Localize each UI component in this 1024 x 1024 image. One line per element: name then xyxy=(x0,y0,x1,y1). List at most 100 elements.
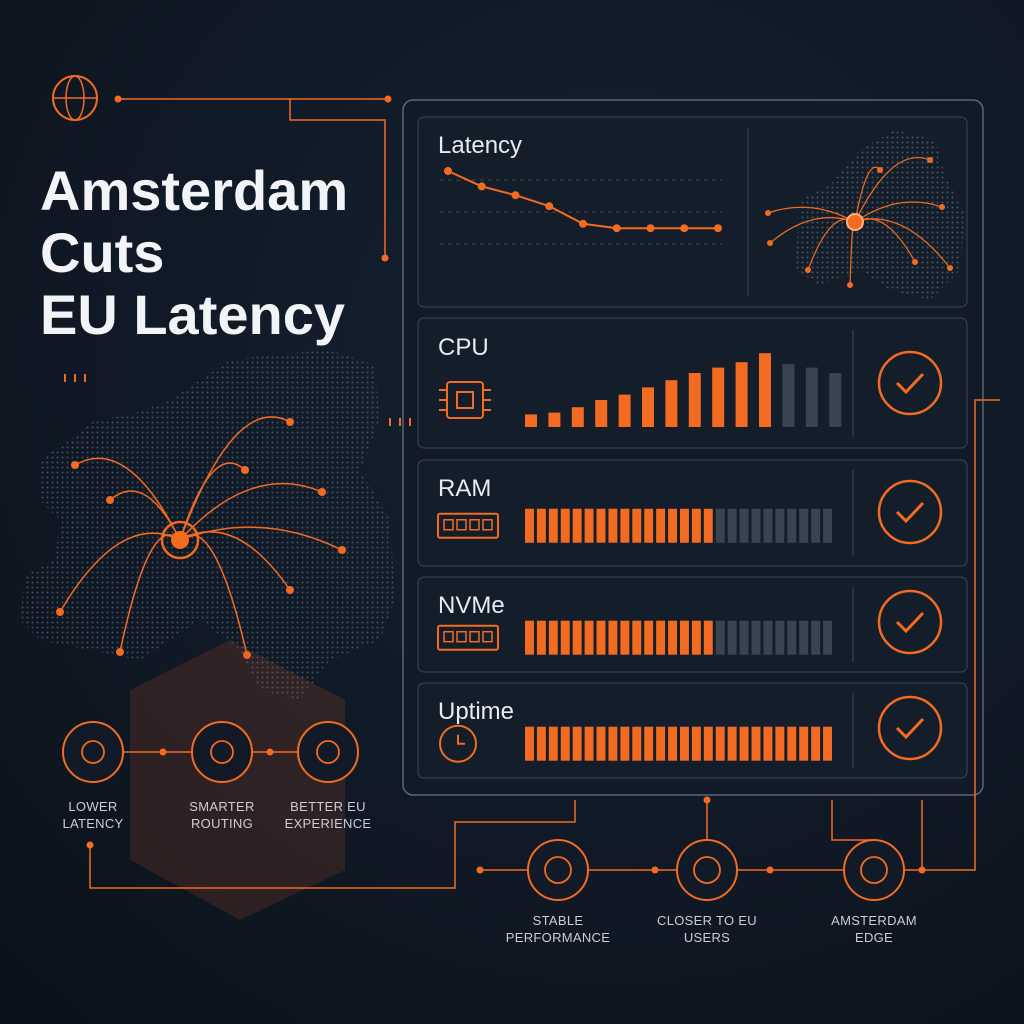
memory-chip xyxy=(443,630,454,643)
meter-segment xyxy=(656,620,666,655)
mini-hub xyxy=(846,213,864,231)
memory-icon xyxy=(437,512,499,539)
route-arc xyxy=(179,526,343,551)
feature-label: SMARTER ROUTING xyxy=(189,799,254,831)
meter-segment xyxy=(525,726,534,761)
meter-segment xyxy=(668,508,677,543)
meter-segment xyxy=(703,620,713,655)
title-line: Cuts xyxy=(40,221,164,284)
meter-segment xyxy=(727,726,737,761)
connector-dot xyxy=(384,95,392,103)
route-end xyxy=(241,466,249,474)
meter-segment xyxy=(811,508,821,543)
mini-arc xyxy=(854,156,931,223)
meter-segment xyxy=(751,620,761,655)
feature-label: CLOSER TO EU USERS xyxy=(657,913,757,945)
connector-dot xyxy=(86,841,94,849)
mini-end xyxy=(947,265,953,271)
mini-end xyxy=(847,282,853,288)
feature-icon xyxy=(860,856,888,884)
mini-end xyxy=(877,167,883,173)
meter-segment xyxy=(703,726,713,761)
check-circle xyxy=(877,695,943,761)
feature-label-line: AMSTERDAM xyxy=(831,913,917,928)
route-arc xyxy=(179,416,291,541)
meter-segment xyxy=(751,508,761,543)
meter-segment xyxy=(811,726,821,761)
meter-segment xyxy=(525,620,534,655)
route-end xyxy=(286,418,294,426)
meter-segment xyxy=(548,508,558,543)
meter-segment xyxy=(763,726,773,761)
connector-dot xyxy=(476,866,484,874)
latency-point xyxy=(612,224,621,233)
meter-segment xyxy=(668,620,677,655)
cpu-bar xyxy=(548,412,561,427)
title-block: Amsterdam Cuts EU Latency xyxy=(40,159,348,346)
memory-chip xyxy=(443,519,454,531)
check-mark xyxy=(895,501,925,524)
route-end xyxy=(106,496,114,504)
meter-segment xyxy=(775,508,785,543)
panel-label: NVMe xyxy=(438,592,505,619)
meter-segment xyxy=(715,620,725,655)
connector xyxy=(480,399,1000,871)
cpu-bar xyxy=(712,367,725,427)
mini-end xyxy=(765,210,771,216)
meter-segment xyxy=(644,726,654,761)
meter-segment xyxy=(727,508,737,543)
meter-segment xyxy=(608,726,618,761)
cpu-bar xyxy=(735,362,748,427)
panel-label: Uptime xyxy=(438,698,514,725)
feature-label-line: ROUTING xyxy=(191,816,253,831)
feature-icon xyxy=(210,740,234,764)
meter-segment xyxy=(596,508,606,543)
meter-segment xyxy=(584,620,594,655)
meter-segment xyxy=(536,726,546,761)
meter-segment xyxy=(703,508,713,543)
feature-icon xyxy=(693,856,721,884)
latency-point xyxy=(444,167,452,175)
feature-label-line: BETTER EU xyxy=(290,799,366,814)
mini-end xyxy=(927,157,933,163)
feature-label: LOWER LATENCY xyxy=(62,799,123,831)
connector-dot xyxy=(918,866,926,874)
meter-segment xyxy=(680,620,689,655)
feature-icon-ring xyxy=(62,721,124,783)
meter-segment xyxy=(596,620,606,655)
clock-icon xyxy=(439,724,477,763)
meter-segment xyxy=(799,726,809,761)
meter-segment xyxy=(632,726,642,761)
meter-segment xyxy=(823,620,832,655)
route-end xyxy=(71,461,79,469)
meter-segment xyxy=(823,726,832,761)
connector xyxy=(89,751,576,889)
feature-icon xyxy=(316,740,340,764)
meter-segment xyxy=(572,620,582,655)
connector-dot xyxy=(766,866,774,874)
cpu-icon xyxy=(456,391,474,409)
meter-segment xyxy=(739,726,749,761)
feature-label: STABLE PERFORMANCE xyxy=(506,913,610,945)
cpu-bar xyxy=(595,400,608,427)
feature-icon-ring xyxy=(191,721,253,783)
meter-segment xyxy=(775,620,785,655)
title-line: Amsterdam xyxy=(40,159,348,222)
mini-arc xyxy=(854,218,951,269)
meter-segment xyxy=(763,620,773,655)
meter-segment xyxy=(668,726,677,761)
decoration xyxy=(20,75,1000,920)
feature-label-line: PERFORMANCE xyxy=(506,930,610,945)
memory-chip xyxy=(456,630,467,643)
check-circle xyxy=(877,479,943,545)
memory-chip xyxy=(482,630,493,643)
meter-segment xyxy=(632,620,642,655)
latency-point xyxy=(545,202,554,211)
feature-label-line: EXPERIENCE xyxy=(285,816,372,831)
check-circle xyxy=(877,350,943,416)
feature-label: BETTER EU EXPERIENCE xyxy=(285,799,372,831)
meter-segment xyxy=(548,620,558,655)
cpu-bar xyxy=(688,373,701,427)
cpu-bar xyxy=(665,380,678,427)
meter-segment xyxy=(620,508,630,543)
